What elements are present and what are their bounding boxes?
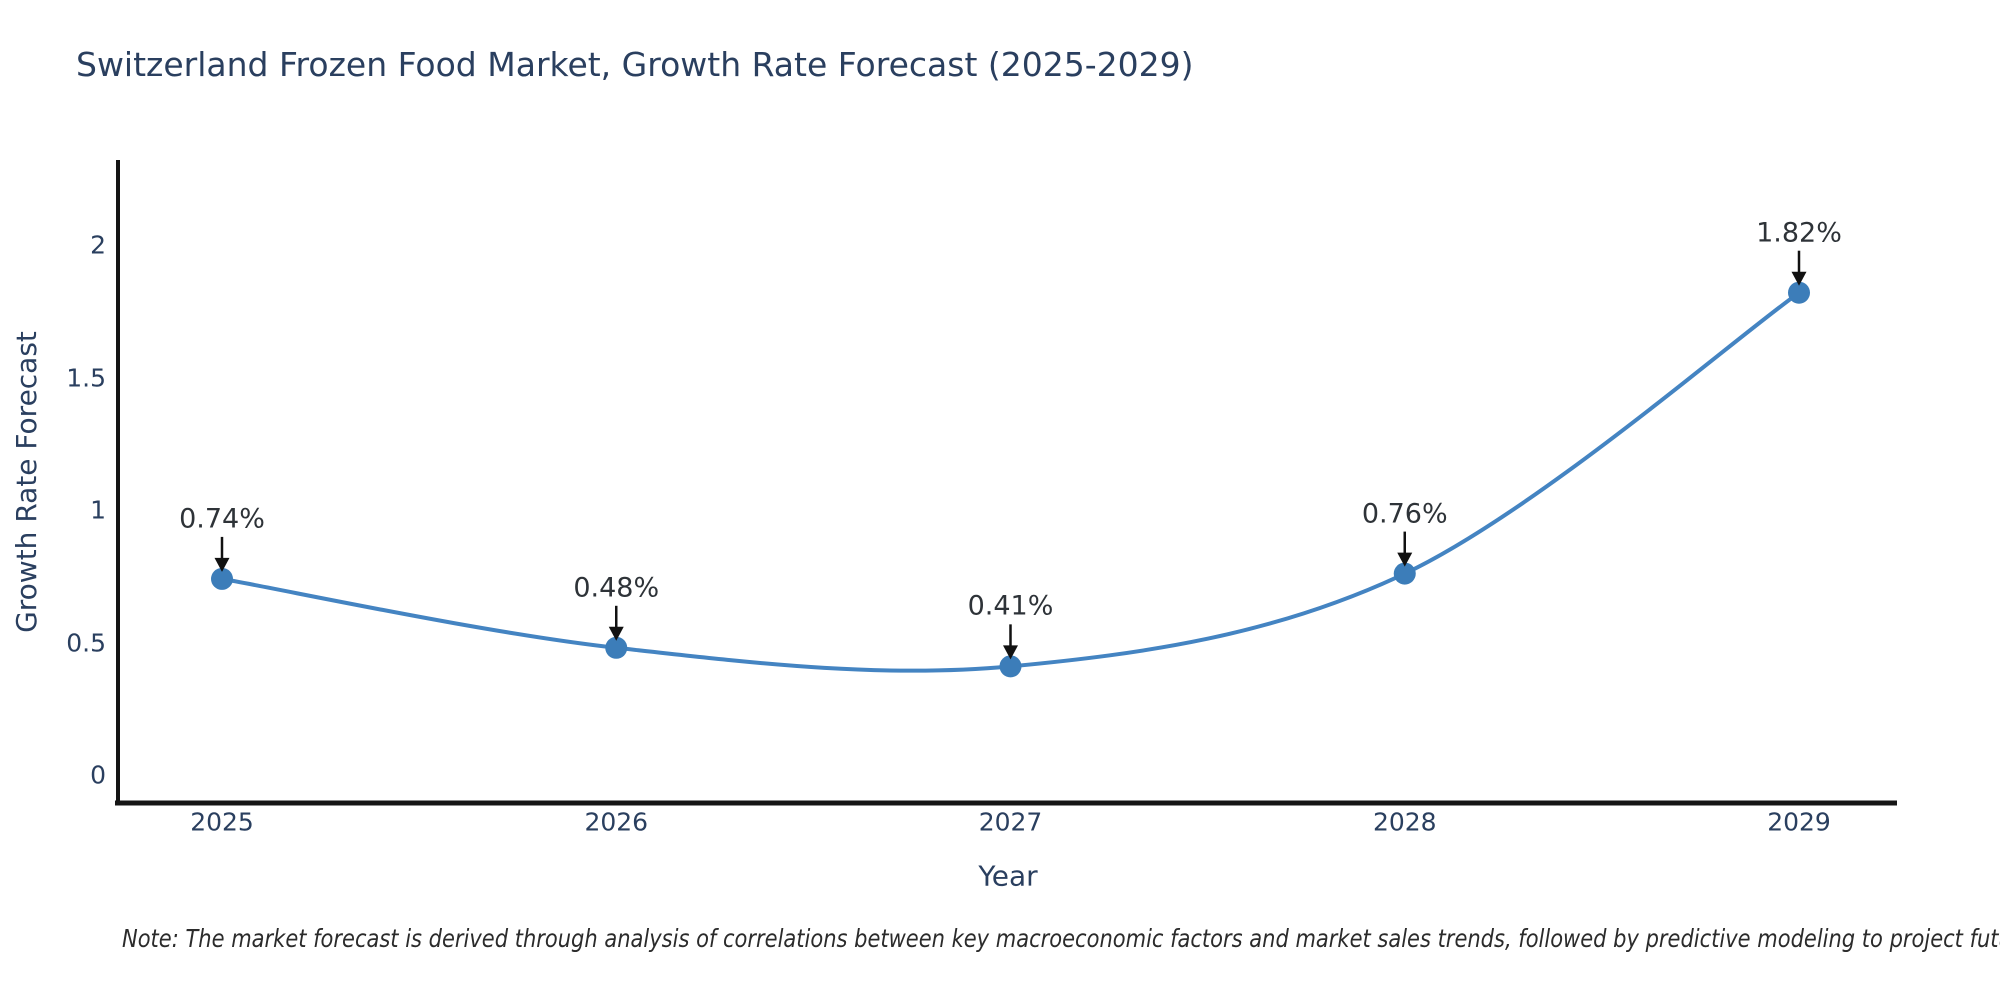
- annotation-arrowhead: [608, 626, 624, 641]
- x-tick-label: 2026: [584, 807, 649, 837]
- x-tick-label: 2028: [1372, 807, 1437, 837]
- annotation-arrowhead: [1791, 271, 1807, 286]
- y-tick-label: 0: [90, 760, 106, 790]
- annotation-arrowhead: [214, 557, 230, 572]
- y-tick-label: 2: [90, 230, 106, 260]
- y-tick-label: 0.5: [66, 628, 106, 657]
- x-tick-label: 2029: [1767, 807, 1831, 837]
- data-point-marker: [999, 655, 1022, 678]
- x-tick-label: 2025: [190, 807, 254, 837]
- x-axis-title: Year: [978, 859, 1038, 893]
- annotation-label: 0.76%: [1361, 498, 1448, 530]
- annotation-label: 0.41%: [967, 590, 1054, 622]
- data-point-marker: [1788, 281, 1810, 304]
- annotation-arrowhead: [1397, 552, 1413, 567]
- annotation-label: 0.48%: [573, 572, 660, 604]
- y-tick-label: 1.5: [66, 363, 106, 392]
- annotation-arrowhead: [1003, 645, 1018, 660]
- x-tick-label: 2027: [978, 807, 1043, 837]
- data-point-marker: [1393, 562, 1416, 585]
- annotation-label: 1.82%: [1756, 217, 1842, 249]
- annotation-label: 0.74%: [179, 503, 265, 535]
- chart-title: Switzerland Frozen Food Market, Growth R…: [76, 45, 1194, 84]
- footnote: Note: The market forecast is derived thr…: [122, 924, 2000, 953]
- y-tick-label: 1: [90, 495, 106, 525]
- data-point-marker: [605, 636, 628, 659]
- data-point-marker: [211, 567, 233, 590]
